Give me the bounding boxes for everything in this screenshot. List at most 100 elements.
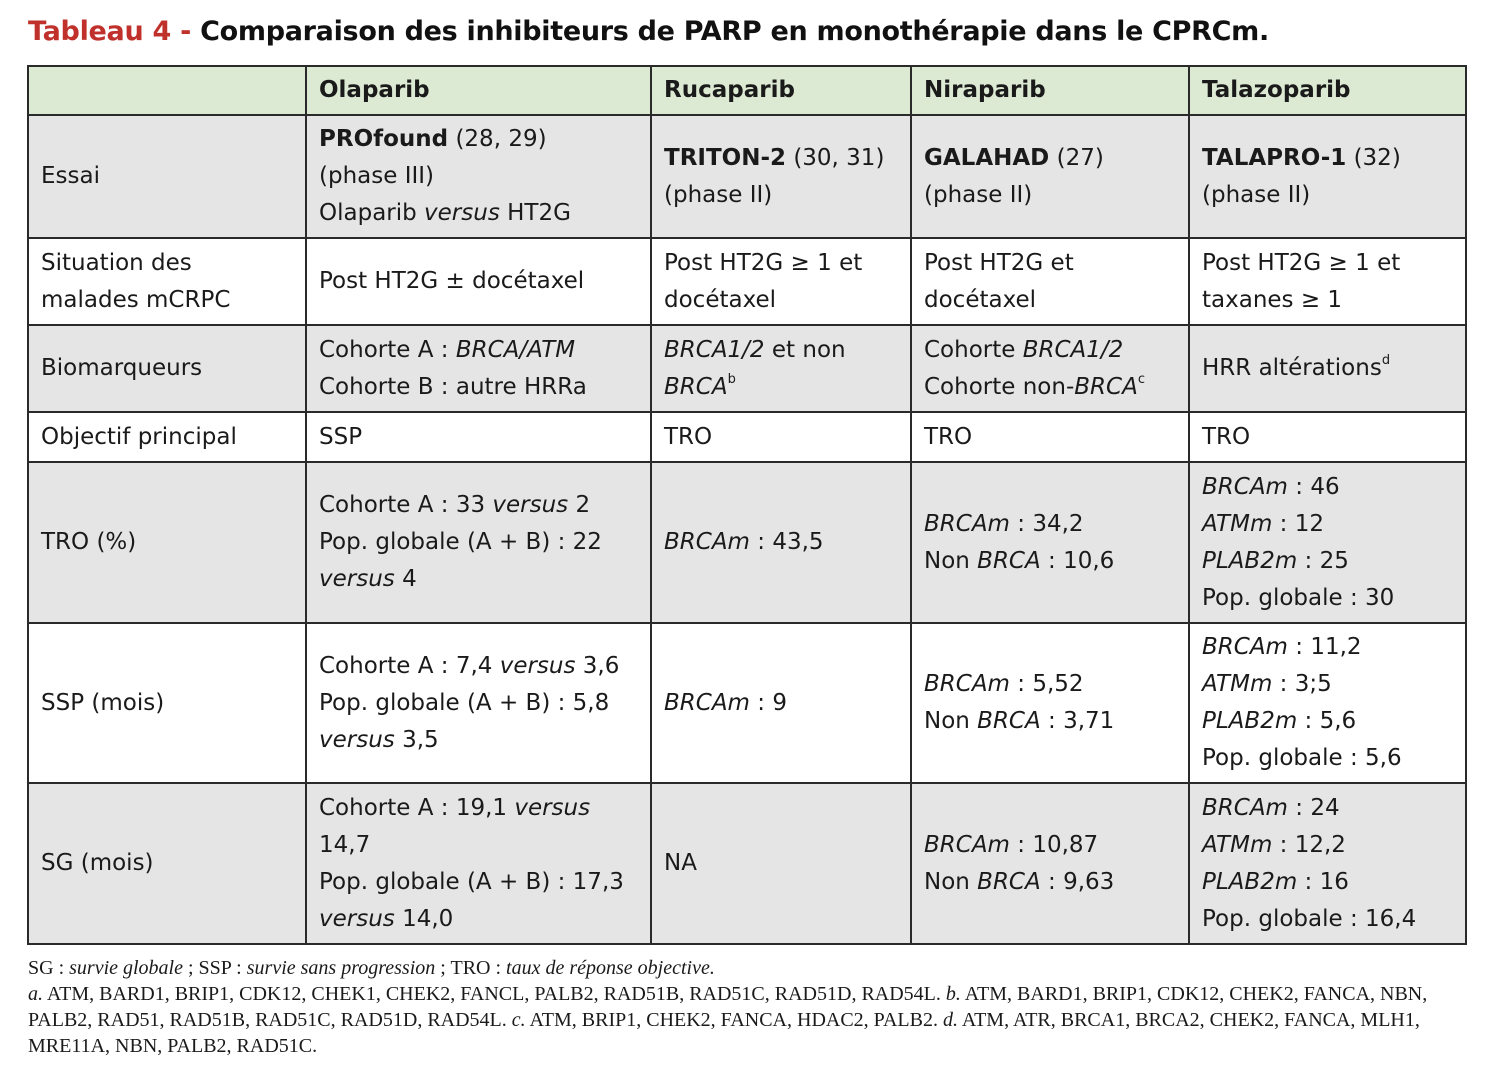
cell-tro-rucaparib: BRCAm : 43,5 <box>650 461 912 624</box>
text-part: : 24 <box>1287 794 1340 821</box>
cell-line: docétaxel <box>664 286 777 313</box>
trial-phase: (phase II) <box>664 181 773 208</box>
text-part: survie globale <box>69 957 183 979</box>
versus-italic: versus <box>319 905 395 932</box>
gene-italic: BRCA <box>664 373 728 400</box>
text-part: ; SSP : <box>183 957 247 979</box>
cell-line: 14,7 <box>319 831 371 858</box>
header-empty <box>27 65 307 116</box>
cell-ssp-talazoparib: BRCAm : 11,2 ATMm : 3;5 PLAB2m : 5,6 Pop… <box>1188 622 1467 784</box>
cell-ssp-rucaparib: BRCAm : 9 <box>650 622 912 784</box>
comparator-versus: versus <box>424 200 500 226</box>
cell-line: Pop. globale (A + B) : 17,3 <box>319 868 624 895</box>
row-label-situation: Situation des malades mCRPC <box>27 237 307 326</box>
trial-ref: (28, 29) <box>455 126 547 152</box>
text-part: Cohorte A : <box>319 336 456 363</box>
footnote-text: ATM, BRIP1, CHEK2, FANCA, HDAC2, PALB2. <box>525 1009 943 1031</box>
cell-essai-niraparib: GALAHAD (27) (phase II) <box>910 114 1190 239</box>
text-part: 4 <box>394 566 417 592</box>
text-part: : 34,2 <box>1009 510 1084 537</box>
comparator-b: HT2G <box>507 200 571 226</box>
cell-tro-niraparib: BRCAm : 34,2 Non BRCA : 10,6 <box>910 461 1190 624</box>
cell-line: Post HT2G ≥ 1 et <box>664 249 863 276</box>
gene-italic: PLAB2m <box>1202 708 1298 734</box>
cell-essai-olaparib: PROfound (28, 29) (phase III) Olaparib v… <box>305 114 652 239</box>
cell-objectif-olaparib: SSP <box>305 411 652 463</box>
text-part: 14,0 <box>394 905 454 932</box>
footnote-marker: c <box>1137 371 1145 387</box>
gene-italic: ATMm <box>1202 671 1273 697</box>
label-line: malades mCRPC <box>41 286 231 313</box>
row-situation: Situation des malades mCRPC Post HT2G ± … <box>27 237 1467 326</box>
text-part: : 10,87 <box>1009 831 1099 858</box>
cell-objectif-talazoparib: TRO <box>1188 411 1467 463</box>
row-label-essai: Essai <box>27 114 307 239</box>
gene-italic: BRCA <box>977 868 1041 895</box>
text-part: ; TRO : <box>435 957 507 979</box>
row-biomarqueurs: Biomarqueurs Cohorte A : BRCA/ATM Cohort… <box>27 324 1467 413</box>
text-part: : 10,6 <box>1040 547 1115 574</box>
header-niraparib: Niraparib <box>910 65 1190 116</box>
versus-italic: versus <box>492 492 569 518</box>
cell-line: Cohorte B : autre HRRa <box>319 373 587 400</box>
cell-line: Pop. globale : 16,4 <box>1202 905 1417 932</box>
trial-phase: (phase III) <box>319 163 435 189</box>
row-label-tro: TRO (%) <box>27 461 307 624</box>
text-part: HRR altérations <box>1202 355 1382 381</box>
cell-objectif-niraparib: TRO <box>910 411 1190 463</box>
row-sg: SG (mois) Cohorte A : 19,1 versus 14,7 P… <box>27 782 1467 945</box>
cell-biomarqueurs-olaparib: Cohorte A : BRCA/ATM Cohorte B : autre H… <box>305 324 652 413</box>
table-number: Tableau 4 - <box>28 16 191 47</box>
footnote-text: ATM, ATR, BRCA1, BRCA2, CHEK2, FANCA, ML… <box>28 1009 1420 1057</box>
gene-italic: BRCAm <box>924 671 1010 697</box>
trial-ref: (32) <box>1353 144 1401 171</box>
text-part: : 12,2 <box>1272 831 1346 858</box>
gene-italic: ATMm <box>1202 831 1273 858</box>
trial-name: PROfound <box>319 126 449 152</box>
row-label-sg: SG (mois) <box>27 782 307 945</box>
trial-ref: (27) <box>1056 144 1104 171</box>
table-footnotes: SG : survie globale ; SSP : survie sans … <box>28 955 1468 1059</box>
row-essai: Essai PROfound (28, 29) (phase III) Olap… <box>27 114 1467 239</box>
trial-name: GALAHAD <box>924 144 1050 171</box>
trial-ref: (30, 31) <box>793 144 885 171</box>
versus-italic: versus <box>319 566 395 592</box>
cell-essai-talazoparib: TALAPRO-1 (32) (phase II) <box>1188 114 1467 239</box>
cell-line: Pop. globale : 5,6 <box>1202 745 1402 771</box>
gene-italic: BRCA <box>977 547 1041 574</box>
row-label-objectif: Objectif principal <box>27 411 307 463</box>
comparator-a: Olaparib <box>319 200 417 226</box>
footnote-label: c. <box>511 1009 526 1031</box>
header-row: Olaparib Rucaparib Niraparib Talazoparib <box>27 65 1467 116</box>
versus-italic: versus <box>319 726 395 753</box>
cell-situation-niraparib: Post HT2G et docétaxel <box>910 237 1190 326</box>
gene-italic: BRCAm <box>1202 473 1288 500</box>
cell-situation-talazoparib: Post HT2G ≥ 1 et taxanes ≥ 1 <box>1188 237 1467 326</box>
text-part: Cohorte A : 33 <box>319 492 493 518</box>
cell-biomarqueurs-niraparib: Cohorte BRCA1/2 Cohorte non-BRCAc <box>910 324 1190 413</box>
label-line: Situation des <box>41 249 192 276</box>
table-title: Tableau 4 - Comparaison des inhibiteurs … <box>28 16 1269 47</box>
text-part: Non <box>924 708 978 734</box>
gene-italic: PLAB2m <box>1202 547 1298 574</box>
abbreviations-line: SG : survie globale ; SSP : survie sans … <box>28 955 1468 981</box>
text-part: : 9 <box>749 689 787 716</box>
gene-italic: BRCA/ATM <box>455 336 576 363</box>
cell-line: docétaxel <box>924 286 1037 313</box>
text-part: 3,6 <box>575 652 620 679</box>
cell-line: taxanes ≥ 1 <box>1202 286 1343 313</box>
cell-essai-rucaparib: TRITON-2 (30, 31) (phase II) <box>650 114 912 239</box>
footnote-text: ATM, BARD1, BRIP1, CDK12, CHEK2, FANCA, … <box>28 983 1428 1031</box>
row-label-biomarqueurs: Biomarqueurs <box>27 324 307 413</box>
cell-line: Pop. globale : 30 <box>1202 584 1395 611</box>
text-part: taux de réponse objective. <box>506 957 715 979</box>
text-part: : 3,71 <box>1040 708 1115 734</box>
text-part: Non <box>924 547 978 574</box>
cell-ssp-olaparib: Cohorte A : 7,4 versus 3,6 Pop. globale … <box>305 622 652 784</box>
gene-italic: BRCAm <box>1202 794 1288 821</box>
gene-italic: BRCA1/2 <box>1022 336 1124 363</box>
text-part: : 3;5 <box>1272 671 1332 697</box>
footnote-marker: b <box>727 371 736 387</box>
versus-italic: versus <box>514 794 591 821</box>
text-part: survie sans progression <box>246 957 436 979</box>
